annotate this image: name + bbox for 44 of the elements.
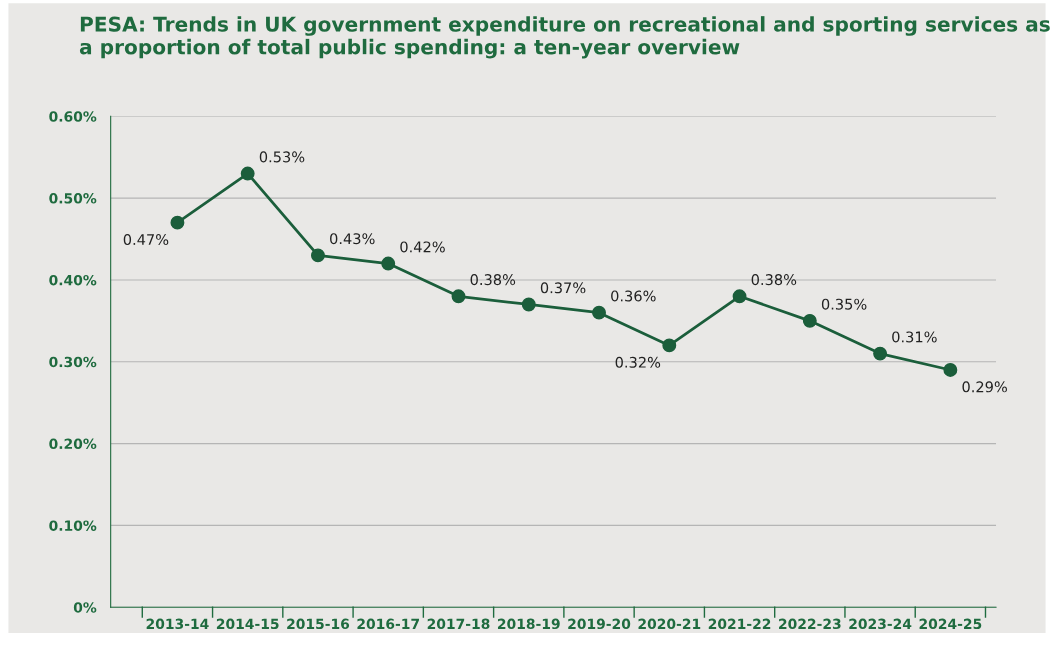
x-tick-label: 2017-18 [427, 618, 490, 630]
data-label: 0.35% [821, 298, 867, 310]
x-tick-label: 2015-16 [287, 618, 350, 630]
point [240, 166, 255, 181]
x-tick-label: 2016-17 [357, 618, 419, 630]
x-tick-label: 2024-25 [919, 618, 982, 630]
point [521, 297, 536, 312]
y-tick-label: 0.60% [49, 111, 97, 122]
y-tick-label: 0.30% [49, 356, 97, 368]
data-label: 0.38% [751, 274, 797, 286]
point [592, 305, 606, 320]
point [311, 248, 325, 263]
point [662, 338, 677, 353]
data-label: 0.36% [611, 290, 656, 302]
point [170, 215, 185, 230]
x-tick-label: 2020-21 [638, 618, 701, 630]
y-tick-label: 0% [73, 602, 97, 613]
y-tick-label: 0.10% [49, 520, 97, 531]
data-label: 0.31% [892, 331, 937, 343]
data-label: 0.43% [330, 233, 375, 245]
point [802, 313, 817, 328]
x-tick-label: 2018-19 [497, 618, 560, 630]
x-tick-label: 2013-14 [146, 618, 209, 630]
x-tick-label: 2023-24 [849, 618, 912, 630]
chart-title: PESA: Trends in UK government expenditure on recreational and sporting services as a proportion of total public spending: a ten-year overview [79, 16, 1050, 59]
y-tick-label: 0.20% [49, 438, 97, 450]
y-tick-label: 0.40% [49, 274, 97, 286]
data-label: 0.38% [470, 274, 516, 286]
x-tick-label: 2021-22 [708, 618, 771, 630]
data-label: 0.37% [540, 282, 586, 294]
point [381, 256, 396, 271]
x-tick-label: 2022-23 [779, 618, 841, 630]
data-label: 0.42% [400, 241, 445, 253]
point [451, 289, 466, 304]
data-label: 0.29% [962, 381, 1007, 393]
x-tick-label: 2014-15 [216, 618, 279, 630]
x-tick-label: 2019-20 [568, 618, 631, 630]
point [732, 289, 747, 304]
y-tick-label: 0.50% [49, 193, 97, 204]
data-label: 0.32% [615, 356, 661, 368]
data-label: 0.47% [123, 234, 169, 246]
point [943, 362, 958, 377]
data-label: 0.53% [259, 151, 305, 163]
point [873, 346, 888, 361]
